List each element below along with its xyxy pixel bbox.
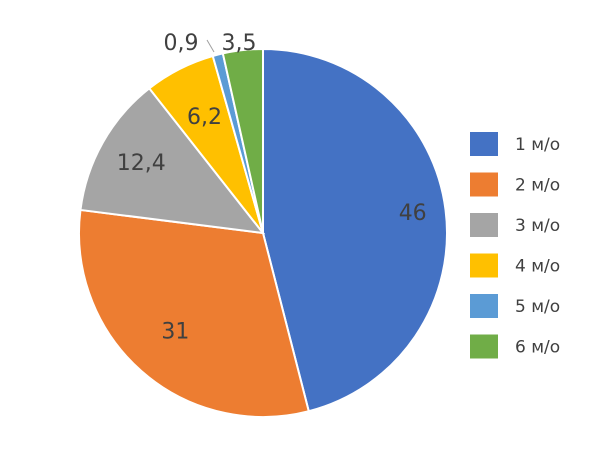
leader-line-5 — [206, 39, 215, 53]
legend-label-1: 1 м/о — [515, 135, 560, 155]
data-label-3: 12,4 — [117, 151, 166, 176]
pie-slice-6 — [221, 47, 264, 234]
data-label-6: 3,5 — [222, 31, 257, 56]
legend-swatch-2 — [470, 172, 498, 197]
legend-swatch-1 — [470, 132, 498, 156]
chart-legend: 1 м/о 2 м/о 3 м/о 4 м/о 5 м/о 6 м/о — [470, 132, 560, 359]
legend-swatch-5 — [470, 294, 498, 318]
legend-label-6: 6 м/о — [515, 338, 560, 358]
legend-swatch-3 — [470, 213, 498, 237]
legend-swatch-4 — [470, 253, 498, 278]
pie-slice-3 — [79, 86, 266, 235]
data-label-1: 46 — [399, 201, 427, 226]
legend-swatch-6 — [470, 334, 498, 359]
data-label-5: 0,9 — [164, 31, 199, 56]
pie-slice-1 — [262, 47, 449, 413]
pie-data-labels: 46 31 12,4 6,2 0,9 3,5 — [117, 31, 427, 344]
legend-label-3: 3 м/о — [515, 216, 560, 236]
pie-slice-2 — [78, 208, 310, 418]
legend-label-2: 2 м/о — [515, 176, 560, 196]
legend-label-5: 5 м/о — [515, 297, 560, 317]
legend-label-4: 4 м/о — [515, 257, 560, 277]
pie-slices — [78, 47, 449, 418]
data-label-2: 31 — [161, 319, 189, 344]
data-label-4: 6,2 — [187, 105, 222, 130]
